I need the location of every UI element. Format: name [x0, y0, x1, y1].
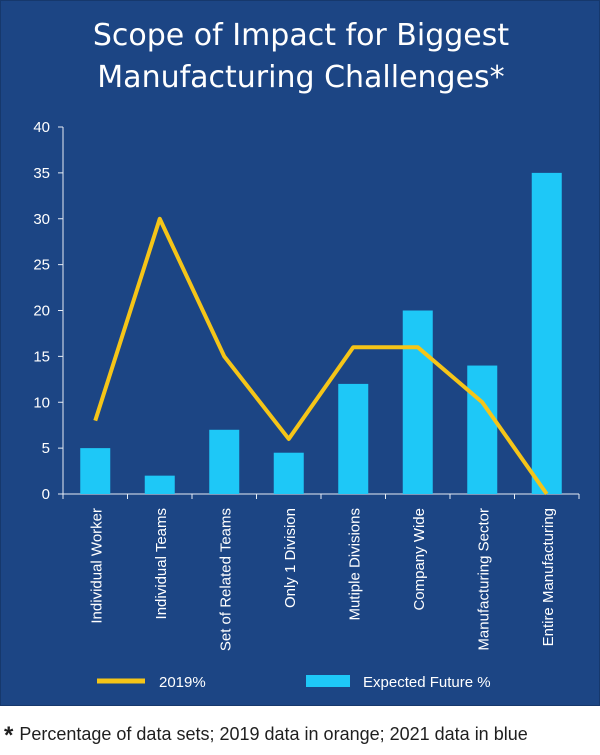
legend-swatch-future — [306, 675, 350, 687]
y-tick-label: 20 — [33, 303, 50, 320]
bar-6 — [402, 310, 433, 494]
bar-1 — [80, 448, 111, 494]
bar-8 — [531, 172, 562, 494]
x-category-label: Entire Manufacturing — [540, 508, 557, 646]
bar-7 — [467, 365, 498, 494]
x-category-label: Individual Worker — [88, 508, 105, 624]
y-tick-label: 5 — [42, 440, 50, 457]
x-category-label: Individual Teams — [153, 508, 170, 619]
bar-2 — [144, 475, 175, 494]
footnote-text: Percentage of data sets; 2019 data in or… — [19, 724, 528, 744]
y-tick-label: 30 — [33, 211, 50, 228]
footnote-marker: * — [4, 722, 14, 749]
bar-5 — [338, 383, 369, 494]
x-category-label: Company Wide — [411, 508, 428, 611]
chart-title-line-2: Manufacturing Challenges* — [97, 60, 505, 95]
y-tick-label: 25 — [33, 257, 50, 274]
chart-title-line-1: Scope of Impact for Biggest — [92, 18, 510, 53]
y-tick-label: 35 — [33, 165, 50, 182]
x-category-label: Mutiple Divisions — [346, 508, 363, 621]
chart-title: Scope of Impact for Biggest Manufacturin… — [1, 15, 600, 99]
x-category-label: Manufacturing Sector — [475, 508, 492, 651]
x-category-label: Set of Related Teams — [217, 508, 234, 651]
y-tick-label: 0 — [42, 486, 50, 503]
bar-3 — [209, 429, 240, 494]
y-tick-label: 10 — [33, 394, 50, 411]
y-tick-label: 40 — [33, 119, 50, 136]
legend-label-2019: 2019% — [159, 674, 206, 691]
footnote: * Percentage of data sets; 2019 data in o… — [4, 722, 600, 750]
bar-4 — [273, 452, 304, 494]
legend-label-future: Expected Future % — [363, 674, 491, 691]
y-tick-label: 15 — [33, 348, 50, 365]
x-category-label: Only 1 Division — [282, 508, 299, 608]
chart-svg: 0 5 10 15 20 25 30 35 40 Individual Worker Individ… — [33, 119, 580, 691]
chart-panel: Scope of Impact for Biggest Manufacturin… — [0, 0, 600, 706]
line-series-2019 — [93, 216, 549, 496]
